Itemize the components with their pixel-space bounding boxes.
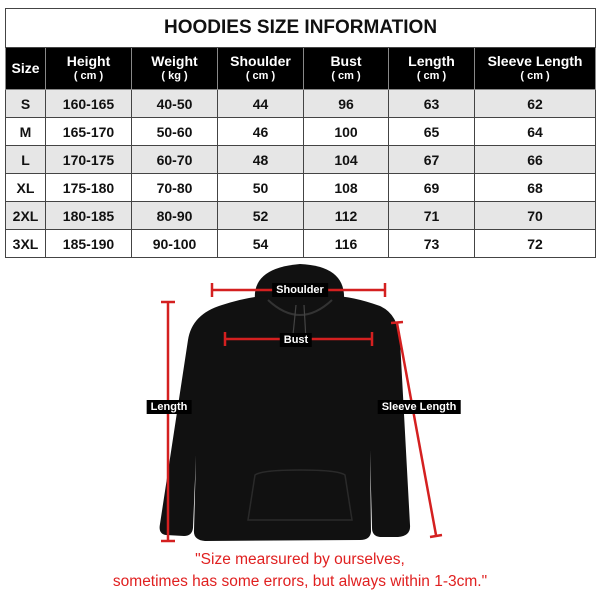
column-label: Sleeve Length (487, 52, 583, 69)
table-row: 3XL 185-190 90-100 54 116 73 72 (5, 229, 597, 258)
table-cell: 67 (388, 145, 475, 174)
column-header: Sleeve Length( cm ) (473, 47, 597, 90)
table-cell: 104 (303, 145, 389, 174)
column-unit: ( cm ) (73, 69, 104, 82)
column-label: Weight (151, 52, 198, 69)
table-row: M 165-170 50-60 46 100 65 64 (5, 117, 597, 146)
size-cell: L (5, 145, 46, 174)
pocket (247, 469, 353, 521)
header-row: Size Height( cm ) Weight( kg ) Shoulder( cm… (5, 47, 597, 90)
hoodie-illustration (159, 264, 411, 541)
table-cell: 63 (388, 89, 475, 118)
table-cell: 46 (217, 117, 304, 146)
column-label: Height (66, 52, 111, 69)
table-cell: 70-80 (131, 173, 218, 202)
shoulder-label: Shoulder (272, 283, 328, 297)
table-cell: 175-180 (45, 173, 132, 202)
table-cell: 112 (303, 201, 389, 230)
size-cell: M (5, 117, 46, 146)
size-cell: S (5, 89, 46, 118)
column-unit: ( kg ) (161, 69, 188, 82)
table-cell: 40-50 (131, 89, 218, 118)
table-cell: 100 (303, 117, 389, 146)
table-cell: 165-170 (45, 117, 132, 146)
table-cell: 71 (388, 201, 475, 230)
table-cell: 96 (303, 89, 389, 118)
table-title: HOODIES SIZE INFORMATION (4, 8, 597, 48)
table-cell: 80-90 (131, 201, 218, 230)
table-cell: 68 (473, 173, 597, 202)
table-cell: 64 (473, 117, 597, 146)
bust-label: Bust (279, 333, 313, 347)
column-unit: ( cm ) (245, 69, 276, 82)
table-cell: 180-185 (45, 201, 132, 230)
table-row: XL 175-180 70-80 50 108 69 68 (5, 173, 597, 202)
table-row: 2XL 180-185 80-90 52 112 71 70 (5, 201, 597, 230)
table-cell: 116 (303, 229, 389, 258)
table-cell: 44 (217, 89, 304, 118)
length-label: Length (146, 400, 192, 414)
column-label: Length (408, 52, 455, 69)
table-row: L 170-175 60-70 48 104 67 66 (5, 145, 597, 174)
column-header: Length( cm ) (388, 47, 475, 90)
column-header: Shoulder( cm ) (217, 47, 304, 90)
column-label: Shoulder (230, 52, 291, 69)
column-unit: ( cm ) (416, 69, 447, 82)
column-header: Weight( kg ) (131, 47, 218, 90)
size-table: HOODIES SIZE INFORMATION Size Height( cm … (4, 8, 597, 258)
column-unit: ( cm ) (331, 69, 361, 82)
size-cell: 3XL (5, 229, 46, 258)
column-unit: ( cm ) (520, 69, 550, 82)
column-header: Bust( cm ) (303, 47, 389, 90)
table-cell: 185-190 (45, 229, 132, 258)
table-cell: 50 (217, 173, 304, 202)
column-label: Bust (330, 52, 362, 69)
sleeve-length-label: Sleeve Length (377, 400, 461, 414)
note-line-1: "Size mearsured by ourselves, (195, 551, 405, 568)
column-label: Size (11, 60, 40, 76)
table-cell: 50-60 (131, 117, 218, 146)
table-cell: 73 (388, 229, 475, 258)
table-cell: 72 (473, 229, 597, 258)
table-row: S 160-165 40-50 44 96 63 62 (5, 89, 597, 118)
size-cell: 2XL (5, 201, 46, 230)
note-line-2: sometimes has some errors, but always wi… (112, 573, 488, 590)
table-cell: 90-100 (131, 229, 218, 258)
table-cell: 160-165 (45, 89, 132, 118)
